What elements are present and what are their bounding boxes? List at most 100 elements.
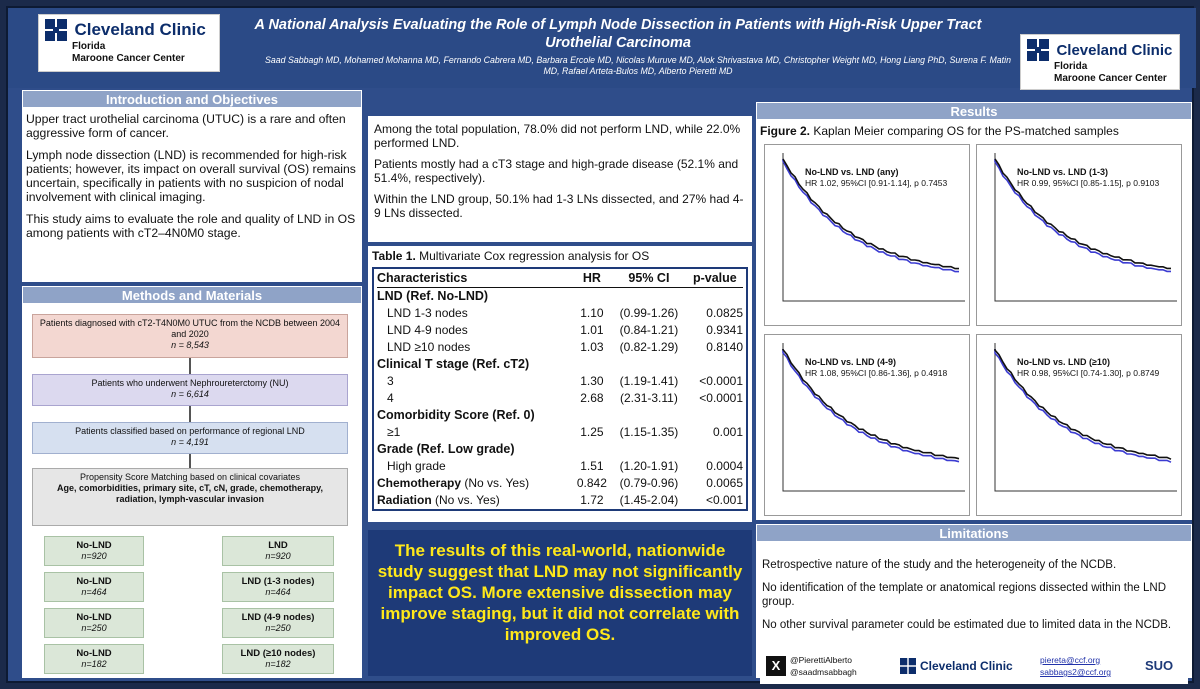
table-header-cell: HR — [572, 270, 612, 288]
table-cell-hr: 0.842 — [576, 475, 607, 490]
table-row: Chemotherapy (No vs. Yes) 0.842 (0.79-0.96… — [377, 474, 743, 491]
table-header-row: Characteristics HR 95% CI p-value — [377, 270, 743, 288]
cox-regression-table: Characteristics HR 95% CI p-value LND (Ref. … — [377, 270, 743, 508]
km-curve-no-lnd — [782, 158, 959, 270]
x-icon: X — [766, 656, 786, 676]
table-row: Radiation (No vs. Yes) 1.72 (1.45-2.04) <0.… — [377, 491, 743, 508]
table-cell-label: 3 — [387, 373, 394, 388]
km-curve-lnd — [994, 159, 1171, 273]
table-cell-p: <0.001 — [705, 492, 743, 507]
cleveland-clinic-logo-icon — [1027, 39, 1049, 61]
table-row: ≥1 1.25 (1.15-1.35) 0.001 — [377, 423, 743, 440]
table-cell-hr: 1.30 — [580, 373, 604, 388]
flow-box-nolnd: No-LND n=464 — [44, 572, 144, 602]
table-cell-hr: 1.01 — [580, 322, 604, 337]
poster: Cleveland Clinic Florida Maroone Cancer … — [6, 6, 1196, 684]
km-curve-no-lnd — [782, 349, 960, 460]
methods-section: Methods and Materials Patients diagnosed… — [22, 286, 362, 678]
results-paragraph: Patients mostly had a cT3 stage and high… — [374, 157, 739, 185]
table-cell-ci: (0.84-1.21) — [619, 322, 679, 337]
flow-box-nolnd: No-LND n=250 — [44, 608, 144, 638]
km-curve-lnd — [994, 349, 1172, 463]
km-plot: No-LND vs. LND (any) HR 1.02, 95%CI [0.91… — [764, 144, 970, 326]
flow-box-nolnd: No-LND n=182 — [44, 644, 144, 674]
intro-heading: Introduction and Objectives — [22, 90, 362, 108]
table-row: Clinical T stage (Ref. cT2) — [377, 355, 743, 372]
figure-caption: Figure 2. Kaplan Meier comparing OS for … — [760, 124, 1119, 138]
right-logo: Cleveland Clinic Florida Maroone Cancer … — [1020, 34, 1180, 90]
results-text: Among the total population, 78.0% did no… — [368, 116, 752, 242]
table-cell-p: 0.0065 — [706, 475, 743, 490]
logo-sub-center: Maroone Cancer Center — [72, 53, 185, 64]
km-axes — [994, 153, 1177, 302]
table-row: 3 1.30 (1.19-1.41) <0.0001 — [377, 372, 743, 389]
km-annotation: No-LND vs. LND (4-9) HR 1.08, 95%CI [0.86… — [805, 357, 948, 378]
key-finding-callout: The results of this real-world, nationwi… — [368, 530, 752, 676]
footer-bar: X @PierettiAlberto @saadmsabbagh Clevela… — [760, 650, 1188, 684]
flow-arrow — [189, 454, 191, 468]
table-cell-hr: 2.68 — [580, 390, 604, 405]
table-group-label: LND (Ref. No-LND) — [377, 288, 489, 303]
flow-box-cohort: Patients diagnosed with cT2-T4N0M0 UTUC … — [32, 314, 348, 358]
table-header-cell: p-value — [686, 270, 743, 288]
flow-box-lnd: LND (≥10 nodes) n=182 — [222, 644, 334, 674]
footer-logo-name: Cleveland Clinic — [920, 659, 1013, 673]
table-row: High grade 1.51 (1.20-1.91) 0.0004 — [377, 457, 743, 474]
table-cell-label: ≥1 — [387, 424, 401, 439]
table-row: Grade (Ref. Low grade) — [377, 440, 743, 457]
figure-panel: Figure 2. Kaplan Meier comparing OS for … — [756, 120, 1192, 520]
table-cell-p: 0.9341 — [706, 322, 743, 337]
intro-paragraph: This study aims to evaluate the role and… — [26, 212, 356, 240]
flow-box-nu: Patients who underwent Nephroureterctomy… — [32, 374, 348, 406]
table-cell-ci: (2.31-3.11) — [620, 390, 678, 405]
logo-sub-center: Maroone Cancer Center — [1054, 73, 1167, 84]
table-group-label: Comorbidity Score (Ref. 0) — [377, 407, 535, 422]
table-cell-label: Chemotherapy (No vs. Yes) — [377, 475, 530, 490]
table-cell-ci: (0.82-1.29) — [619, 339, 679, 354]
poster-title: A National Analysis Evaluating the Role … — [254, 17, 982, 51]
table-cell-ci: (1.20-1.91) — [619, 458, 679, 473]
km-plot: No-LND vs. LND (≥10) HR 0.98, 95%CI [0.74… — [976, 334, 1182, 516]
table-cell-p: 0.001 — [712, 424, 743, 439]
email-link[interactable]: sabbags2@ccf.org — [1040, 667, 1112, 677]
logo-name: Cleveland Clinic — [74, 20, 206, 39]
logo-sub-florida: Florida — [1054, 61, 1088, 72]
flow-arrow — [189, 358, 191, 374]
suo-logo: SUO — [1145, 658, 1174, 673]
methods-body: Patients diagnosed with cT2-T4N0M0 UTUC … — [22, 304, 362, 678]
table-cell-ci: (1.15-1.35) — [619, 424, 679, 439]
table-cell-p: 0.8140 — [706, 339, 743, 354]
km-plot: No-LND vs. LND (1-3) HR 0.99, 95%CI [0.85… — [976, 144, 1182, 326]
table-cell-hr: 1.03 — [580, 339, 604, 354]
poster-authors: Saad Sabbagh MD, Mohamed Mohanna MD, Fer… — [265, 55, 1011, 76]
km-annotation: No-LND vs. LND (1-3) HR 0.99, 95%CI [0.85… — [1017, 167, 1160, 188]
flow-box-lnd: LND (1-3 nodes) n=464 — [222, 572, 334, 602]
km-curve-no-lnd — [994, 158, 1171, 270]
social-handle[interactable]: @PierettiAlberto — [790, 655, 853, 665]
flow-box-lnd: LND n=920 — [222, 536, 334, 566]
table-cell-p: <0.0001 — [699, 373, 743, 388]
table-row: LND 4-9 nodes 1.01 (0.84-1.21) 0.9341 — [377, 321, 743, 338]
table-cell-hr: 1.72 — [580, 492, 604, 507]
limitations-heading: Limitations — [756, 524, 1192, 542]
intro-paragraph: Upper tract urothelial carcinoma (UTUC) … — [26, 112, 346, 140]
table-row: LND (Ref. No-LND) — [377, 287, 743, 304]
table-panel: Table 1. Multivariate Cox regression ana… — [368, 246, 752, 522]
email-link[interactable]: piereta@ccf.org — [1040, 655, 1101, 665]
flow-arrow — [189, 406, 191, 422]
km-curves — [782, 153, 965, 302]
table-row: Comorbidity Score (Ref. 0) — [377, 406, 743, 423]
km-curve-lnd — [782, 349, 960, 463]
table-caption: Table 1. Multivariate Cox regression ana… — [372, 249, 650, 263]
logo-sub-florida: Florida — [72, 41, 106, 52]
table-cell-ci: (0.99-1.26) — [619, 305, 679, 320]
intro-body: Upper tract urothelial carcinoma (UTUC) … — [22, 108, 362, 282]
table-cell-ci: (1.45-2.04) — [619, 492, 679, 507]
km-axes — [782, 343, 965, 492]
poster-header: Cleveland Clinic Florida Maroone Cancer … — [8, 8, 1196, 90]
km-annotation: No-LND vs. LND (any) HR 1.02, 95%CI [0.91… — [805, 167, 948, 188]
table-header-cell: 95% CI — [611, 270, 687, 288]
table-header-cell: Characteristics — [377, 270, 573, 288]
social-handle[interactable]: @saadmsabbagh — [790, 667, 857, 677]
table-cell-p: 0.0004 — [706, 458, 743, 473]
